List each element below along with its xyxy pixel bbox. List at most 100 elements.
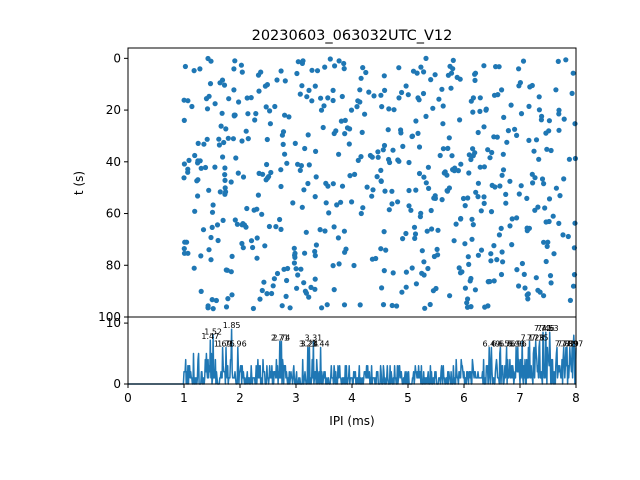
raster-point [409,133,416,139]
raster-point [245,111,251,117]
raster-point [555,58,561,64]
raster-point [448,85,454,91]
raster-point [330,97,336,104]
raster-point [378,246,384,252]
raster-panel: 0 20 40 60 80 100 t (s) [72,47,579,324]
histogram-x-tick-label: 0 [124,391,132,405]
raster-point [243,128,249,134]
raster-point [403,230,409,237]
raster-point [444,188,450,194]
raster-point [556,220,562,226]
raster-point [189,103,195,110]
raster-point [358,75,364,81]
raster-point [475,194,481,200]
raster-point [542,205,548,211]
raster-point [488,251,494,257]
raster-point [270,283,276,289]
raster-point [194,178,200,184]
raster-point [295,272,301,278]
raster-point [185,169,191,175]
raster-point [450,57,456,64]
raster-point [511,126,518,132]
raster-point [378,167,384,173]
raster-point [396,65,402,71]
raster-point [217,80,223,86]
raster-point [261,279,267,285]
raster-point [360,65,366,71]
raster-point [282,112,288,118]
raster-point [524,195,530,201]
raster-point [427,301,433,308]
raster-point [335,235,341,241]
raster-point [206,247,212,253]
raster-point [292,140,298,146]
histogram-panel: 1.471.52 1.691.75 1.85 1.96 2.712.74 3.213.24… [106,316,584,428]
raster-point [181,175,187,181]
raster-point [226,96,232,102]
raster-point [541,239,547,245]
raster-point [440,103,446,109]
raster-point [278,167,284,173]
raster-point [358,210,364,217]
raster-point [338,118,344,124]
raster-point [405,92,411,98]
raster-point [418,64,424,70]
raster-point [524,292,530,298]
histogram-x-tick-label: 5 [404,391,412,405]
raster-point [318,107,325,113]
raster-point [240,174,247,180]
raster-point [273,224,279,230]
raster-point [338,199,344,205]
raster-point [412,235,418,241]
raster-point [525,296,531,302]
raster-point [291,245,297,251]
raster-point [491,243,497,249]
raster-point [259,211,265,217]
raster-point [516,191,522,197]
raster-point [259,287,265,294]
raster-point [475,129,481,136]
raster-point [417,214,423,220]
raster-point [239,138,245,144]
histogram-peak-label: 6.76 [498,339,516,348]
histogram-peak-label: 2.74 [273,333,291,342]
raster-point [216,136,222,142]
raster-point [206,187,212,193]
raster-point [499,87,505,93]
raster-point [470,146,476,152]
raster-point [239,69,245,75]
histogram-peak-label: 7.28 [527,333,545,342]
raster-point [346,141,352,147]
histogram-peak-label: 6.96 [509,339,527,348]
raster-point [481,63,487,69]
raster-point [445,72,451,78]
raster-point [339,93,345,100]
raster-point [323,200,329,206]
raster-point [430,288,436,294]
raster-point [312,286,318,292]
raster-point [398,130,404,136]
raster-point [294,70,300,77]
raster-point [215,237,221,244]
histogram-peak-label: 1.96 [229,339,247,348]
histogram-peak-label: 7.89 [561,339,579,348]
raster-point [304,94,310,100]
raster-point [267,108,273,114]
raster-point [250,244,256,251]
raster-point [416,144,423,150]
raster-point [380,302,387,308]
raster-point [283,293,289,299]
raster-point [546,118,553,124]
raster-point [274,270,281,277]
raster-point [342,117,348,123]
histogram-x-tick-label: 4 [348,391,356,405]
raster-point [334,202,340,208]
raster-point [355,157,361,163]
raster-point [416,97,422,103]
raster-point [481,194,487,200]
raster-point [231,112,237,118]
raster-point [570,70,576,76]
raster-point [411,224,418,230]
raster-point [439,197,445,203]
raster-point [286,114,292,120]
